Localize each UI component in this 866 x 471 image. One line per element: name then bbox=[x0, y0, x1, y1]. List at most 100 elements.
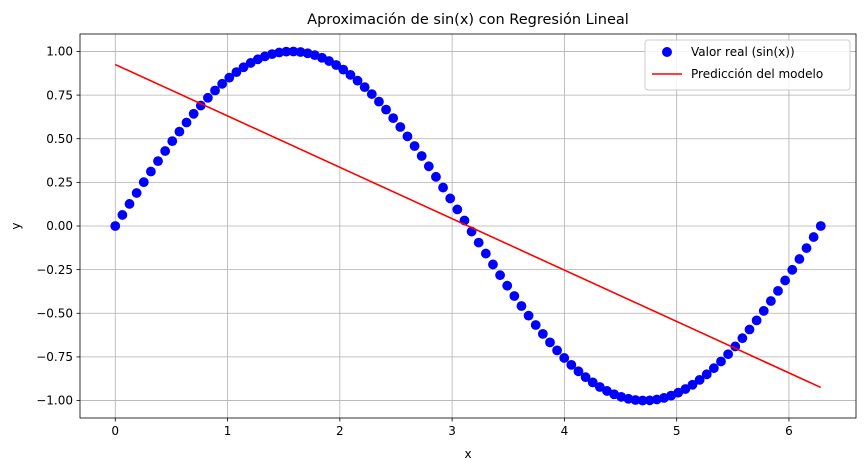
y-tick-label: 0.50 bbox=[46, 132, 73, 146]
data-point bbox=[381, 104, 391, 115]
data-point bbox=[345, 69, 356, 80]
data-point bbox=[502, 280, 513, 291]
data-point bbox=[765, 296, 776, 306]
data-point bbox=[516, 301, 527, 311]
data-point bbox=[523, 310, 534, 321]
x-tick-label: 0 bbox=[111, 424, 119, 438]
series-layer bbox=[110, 46, 826, 406]
y-tick-label: −0.25 bbox=[36, 263, 73, 277]
data-point bbox=[801, 243, 812, 253]
data-point bbox=[416, 151, 427, 161]
y-tick-label: 0.00 bbox=[46, 219, 73, 233]
y-tick-label: −0.75 bbox=[36, 350, 73, 364]
data-point bbox=[167, 136, 178, 147]
x-tick-label: 1 bbox=[224, 424, 232, 438]
data-point bbox=[352, 75, 363, 86]
data-point bbox=[409, 141, 420, 151]
data-point bbox=[452, 204, 463, 215]
data-point bbox=[708, 363, 719, 374]
y-tick-label: −0.50 bbox=[36, 306, 73, 320]
data-point bbox=[794, 254, 805, 264]
x-tick-label: 6 bbox=[785, 424, 793, 438]
data-point bbox=[181, 117, 192, 128]
x-tick-label: 5 bbox=[673, 424, 681, 438]
data-point bbox=[217, 78, 228, 89]
legend-box bbox=[644, 39, 851, 91]
data-point bbox=[395, 122, 406, 132]
data-point bbox=[559, 353, 570, 363]
data-point bbox=[580, 372, 591, 383]
data-point bbox=[473, 237, 484, 248]
data-point bbox=[488, 259, 498, 270]
data-point bbox=[537, 328, 548, 339]
data-point bbox=[637, 395, 648, 406]
data-point bbox=[274, 47, 285, 58]
y-tick-label: 1.00 bbox=[46, 45, 73, 59]
data-point bbox=[160, 146, 171, 156]
data-point bbox=[694, 374, 705, 385]
data-point bbox=[288, 46, 299, 57]
y-tick-label: 0.25 bbox=[46, 176, 73, 190]
x-tick-label: 2 bbox=[336, 424, 344, 438]
data-point bbox=[644, 395, 655, 406]
data-point bbox=[573, 366, 584, 377]
data-point bbox=[338, 64, 349, 75]
data-point bbox=[773, 285, 783, 296]
data-point bbox=[423, 161, 434, 172]
data-point bbox=[445, 193, 456, 204]
data-point bbox=[815, 221, 826, 231]
data-point bbox=[758, 305, 769, 316]
data-point bbox=[131, 188, 142, 198]
legend-label-scatter: Valor real (sin(x)) bbox=[691, 45, 795, 59]
x-tick-label: 4 bbox=[561, 424, 569, 438]
data-point bbox=[545, 337, 555, 348]
data-point bbox=[402, 131, 413, 142]
data-point bbox=[630, 395, 641, 405]
data-point bbox=[787, 264, 798, 275]
data-point bbox=[594, 382, 605, 392]
data-point bbox=[716, 356, 726, 367]
chart-title: Aproximación de sin(x) con Regresión Lin… bbox=[307, 12, 629, 28]
data-point bbox=[331, 60, 342, 70]
data-point bbox=[744, 324, 755, 335]
y-axis: −1.00 −0.75 −0.50 −0.25 0.00 0.25 0.50 0.75 1.00 bbox=[36, 45, 80, 408]
data-point bbox=[231, 67, 242, 78]
regression-line bbox=[114, 63, 822, 389]
grid bbox=[80, 34, 856, 418]
data-point bbox=[281, 46, 292, 57]
data-point bbox=[366, 89, 377, 99]
data-point bbox=[808, 232, 819, 242]
data-point bbox=[480, 248, 491, 259]
data-point bbox=[138, 177, 149, 188]
x-tick-label: 3 bbox=[448, 424, 456, 438]
data-point bbox=[701, 369, 712, 380]
legend-label-line: Predicción del modelo bbox=[691, 67, 823, 81]
data-point bbox=[737, 333, 748, 344]
data-point bbox=[431, 171, 441, 182]
y-tick-label: 0.75 bbox=[46, 88, 73, 102]
legend-marker-scatter bbox=[662, 47, 672, 57]
data-point bbox=[117, 210, 128, 220]
data-point bbox=[687, 379, 698, 390]
data-point bbox=[587, 377, 598, 388]
data-point bbox=[324, 56, 334, 66]
data-point bbox=[780, 275, 791, 286]
data-point bbox=[145, 166, 156, 177]
data-point bbox=[210, 85, 220, 96]
data-point bbox=[566, 359, 577, 370]
data-point bbox=[174, 126, 185, 137]
data-point bbox=[438, 182, 448, 193]
data-point bbox=[224, 72, 235, 83]
data-point bbox=[110, 221, 121, 231]
x-axis-label: x bbox=[464, 447, 471, 461]
legend: Valor real (sin(x)) Predicción del model… bbox=[644, 39, 851, 91]
data-point bbox=[530, 320, 541, 330]
data-point bbox=[388, 113, 399, 124]
data-point bbox=[124, 199, 135, 209]
y-axis-label: y bbox=[9, 222, 23, 229]
data-point bbox=[552, 345, 562, 356]
data-point bbox=[359, 82, 370, 93]
data-point bbox=[202, 92, 213, 103]
data-point bbox=[153, 156, 163, 167]
